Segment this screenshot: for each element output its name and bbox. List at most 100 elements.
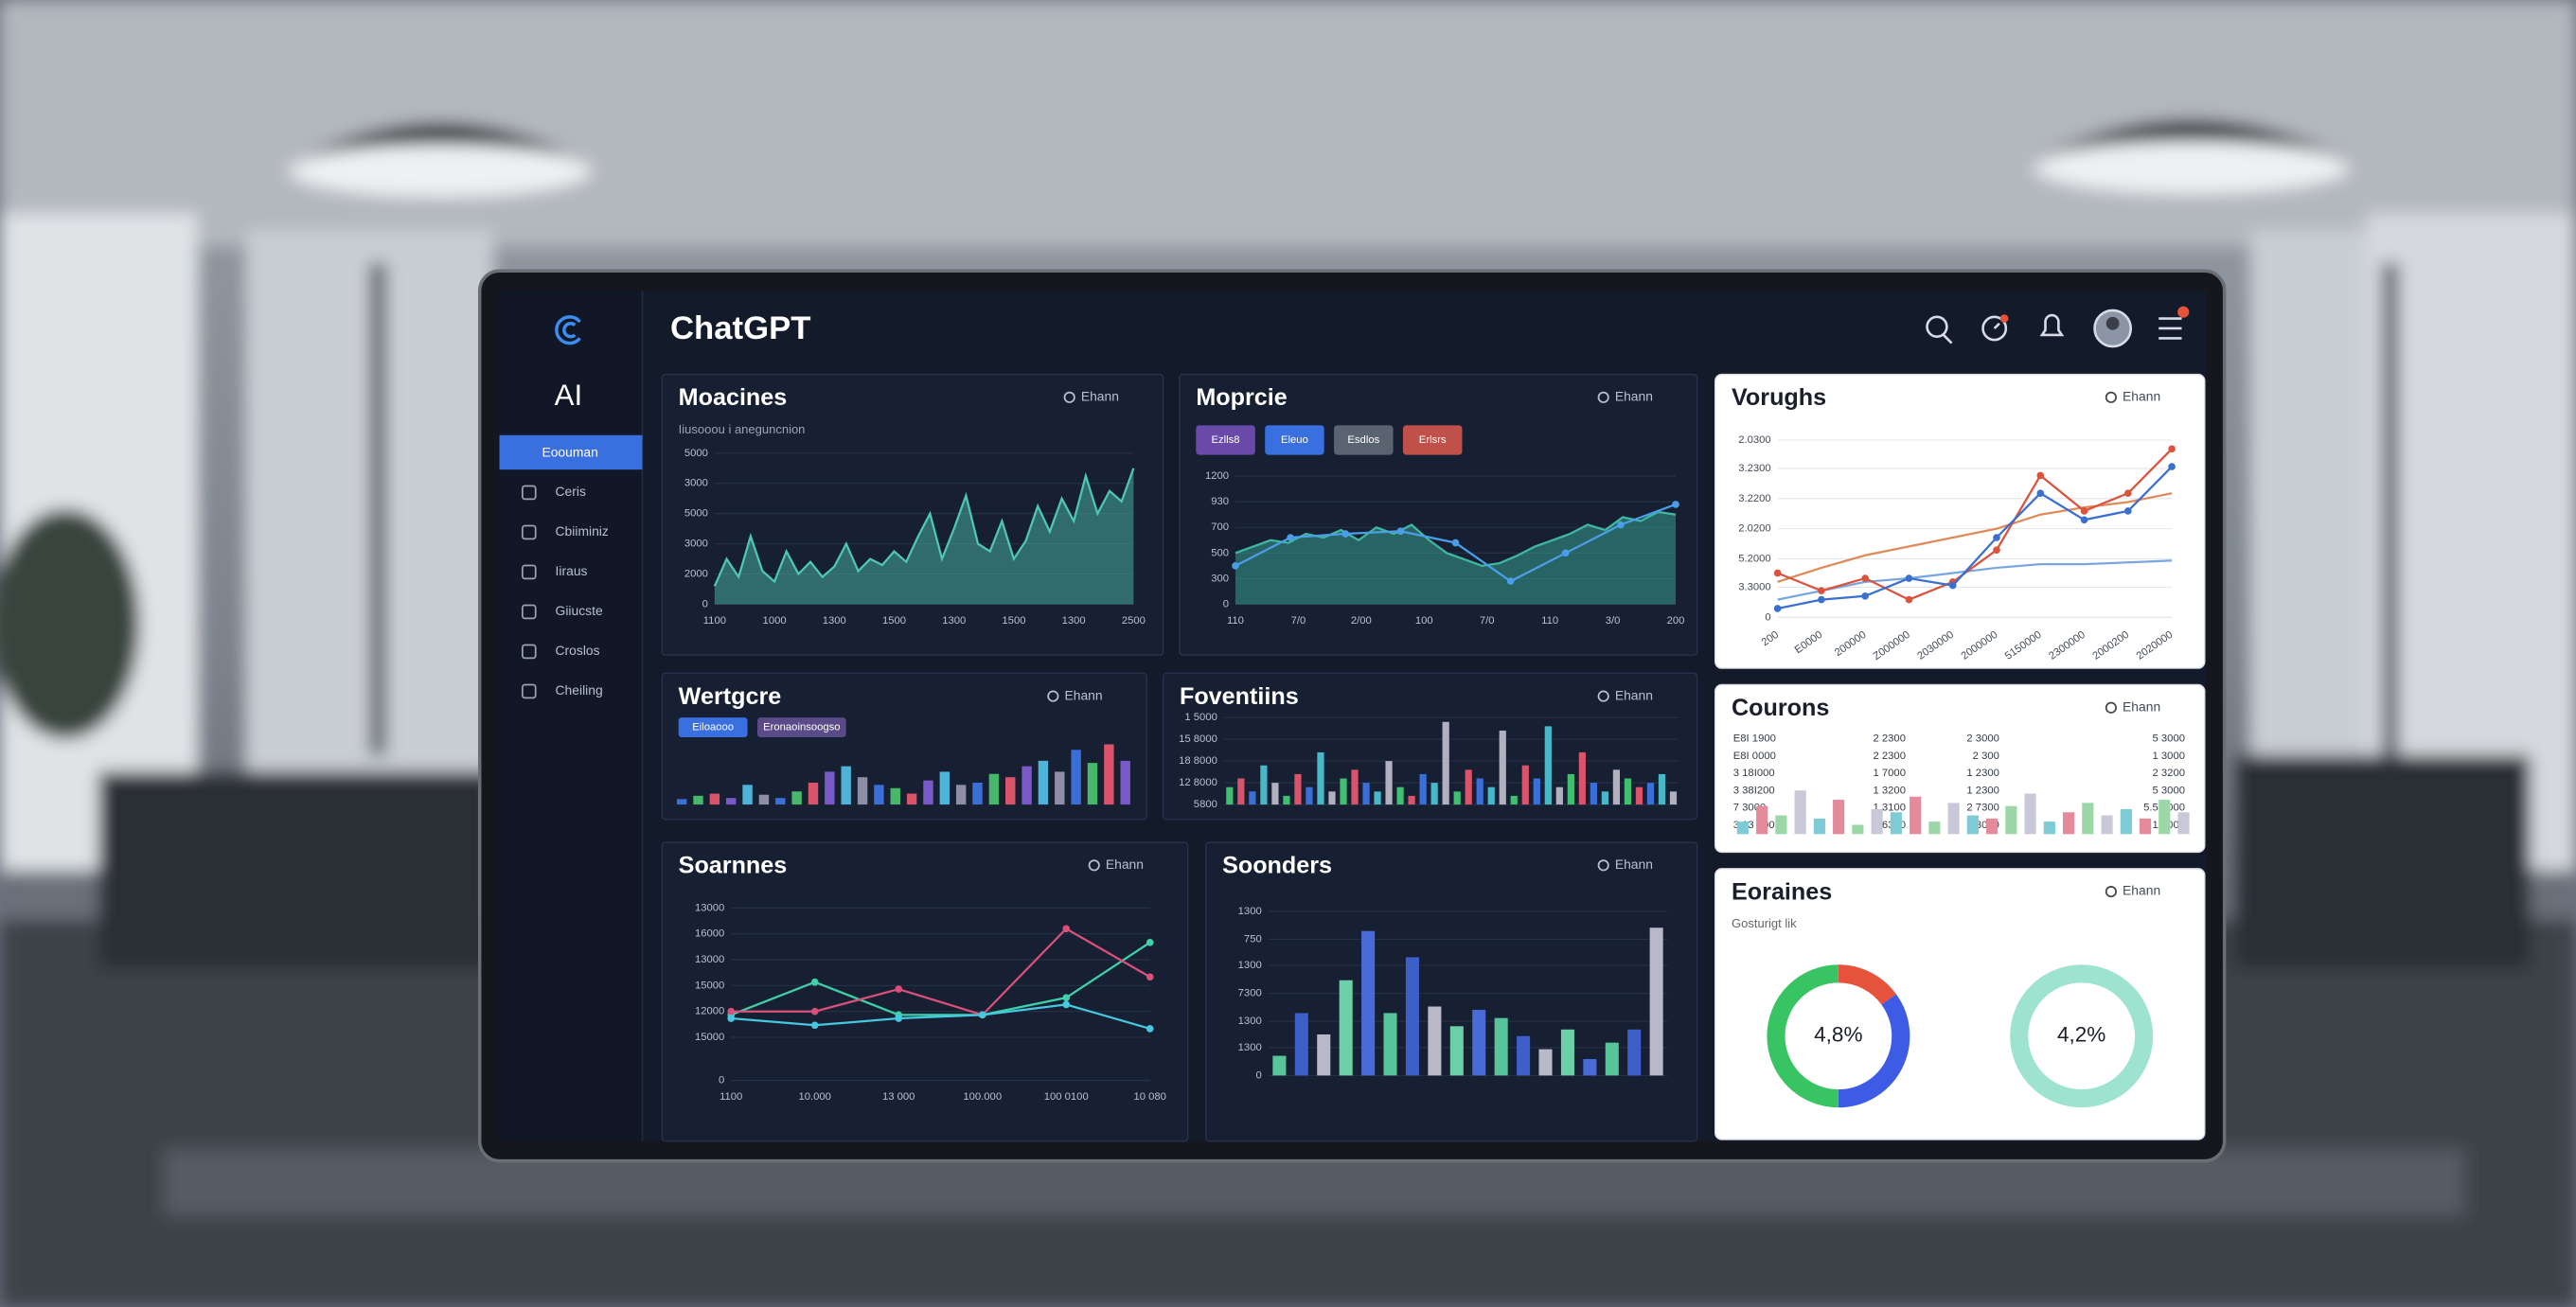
- panel: [1205, 841, 1698, 1142]
- chip[interactable]: [1265, 425, 1324, 455]
- y-tick-label: 5800: [1194, 799, 1217, 810]
- y-tick-label: 500: [1211, 547, 1229, 558]
- nav-item-active[interactable]: [499, 434, 643, 470]
- bar: [1736, 821, 1749, 835]
- panel-action[interactable]: Ehann: [2123, 698, 2160, 714]
- x-tick-label: 1100: [720, 1091, 742, 1103]
- x-tick-label: 10 080: [1133, 1091, 1165, 1103]
- bar: [1419, 773, 1427, 805]
- table-cell: E8I 0000: [1733, 751, 1776, 762]
- chip-label[interactable]: Ezlls8: [1212, 434, 1240, 446]
- bar: [1385, 761, 1393, 805]
- point: [1818, 595, 1825, 604]
- action-icon[interactable]: [2105, 701, 2117, 714]
- nav-label[interactable]: Croslos: [556, 643, 600, 658]
- bar: [1408, 795, 1415, 805]
- panel-title: Courons: [1732, 695, 1829, 721]
- bar: [1852, 824, 1864, 835]
- bar: [1362, 783, 1370, 805]
- x-tick-label: 7/0: [1291, 615, 1306, 627]
- bar: [1476, 778, 1483, 805]
- panel-action[interactable]: Ehann: [2123, 389, 2160, 404]
- nav-label[interactable]: Eoouman: [542, 445, 597, 460]
- action-icon[interactable]: [1063, 391, 1075, 403]
- bar: [857, 777, 868, 805]
- nav-label[interactable]: Cbiiminiz: [556, 523, 609, 539]
- bar: [1533, 778, 1540, 805]
- chip[interactable]: [756, 717, 846, 737]
- panel-title: Soarnnes: [679, 853, 788, 879]
- panel-title: Soonders: [1222, 853, 1332, 879]
- bar: [825, 771, 835, 805]
- bar: [1560, 1029, 1574, 1076]
- point: [1818, 587, 1825, 595]
- header-icons[interactable]: [1926, 313, 2182, 344]
- y-tick-label: 12000: [695, 1006, 724, 1017]
- chip-label[interactable]: Erlsrs: [1419, 434, 1447, 446]
- action-icon[interactable]: [2105, 391, 2117, 403]
- bar: [1005, 777, 1016, 805]
- area: [714, 468, 1134, 605]
- action-icon[interactable]: [1597, 690, 1609, 702]
- bar: [1627, 1029, 1642, 1076]
- panel-action[interactable]: Ehann: [1064, 687, 1102, 702]
- y-tick-label: 15000: [695, 980, 724, 991]
- nav-label[interactable]: Cheiling: [556, 682, 603, 698]
- bar: [1756, 805, 1768, 835]
- chip[interactable]: [1196, 425, 1255, 455]
- line: [1777, 466, 2173, 610]
- chip[interactable]: [678, 717, 748, 737]
- panel-action[interactable]: Ehann: [2123, 883, 2160, 898]
- bar: [1612, 769, 1621, 805]
- chip-label[interactable]: Esdlos: [1347, 434, 1379, 446]
- bar: [923, 780, 933, 805]
- point: [1062, 1000, 1071, 1009]
- chip-label[interactable]: Eiloaooo: [692, 722, 734, 733]
- bar: [1442, 721, 1449, 805]
- point: [2036, 489, 2045, 497]
- bar: [1465, 769, 1472, 805]
- bar: [1510, 795, 1518, 805]
- bar: [1306, 786, 1313, 805]
- sidebar: [497, 291, 643, 1141]
- panel-action[interactable]: Ehann: [1615, 687, 1653, 702]
- panel-action[interactable]: Ehann: [1615, 389, 1653, 404]
- bar: [1928, 821, 1941, 835]
- bar: [1317, 751, 1324, 805]
- panel-action[interactable]: Ehann: [1615, 857, 1653, 872]
- bar: [1405, 957, 1419, 1076]
- table-cell: 3 3000: [1966, 820, 1999, 831]
- bar: [1428, 1006, 1442, 1076]
- chip-label[interactable]: Eronaoinsoogso: [763, 722, 840, 733]
- nav-label[interactable]: Iiraus: [556, 563, 588, 578]
- bar: [1649, 927, 1663, 1076]
- action-icon[interactable]: [1088, 859, 1100, 872]
- panel-action[interactable]: Ehann: [1081, 389, 1119, 404]
- y-tick-label: 1300: [1238, 1042, 1262, 1053]
- chip-label[interactable]: Eleuo: [1281, 434, 1308, 446]
- x-tick-label: 2/00: [1351, 615, 1372, 627]
- action-icon[interactable]: [2105, 885, 2117, 898]
- action-icon[interactable]: [1597, 859, 1609, 872]
- nav-label[interactable]: Ceris: [556, 484, 586, 499]
- chip[interactable]: [1402, 425, 1463, 455]
- panel-subtitle: Gosturigt lik: [1732, 916, 1797, 930]
- bar: [1260, 765, 1268, 805]
- chip[interactable]: [1334, 425, 1394, 455]
- point: [1396, 527, 1405, 536]
- donut-segment: [1767, 964, 1839, 1108]
- bar: [742, 785, 753, 805]
- x-tick-label: 200: [1667, 615, 1685, 627]
- point: [1062, 925, 1071, 933]
- action-icon[interactable]: [1047, 690, 1059, 702]
- bar: [1430, 783, 1438, 805]
- app-title: ChatGPT: [670, 310, 810, 346]
- nav-label[interactable]: Giiucste: [556, 603, 603, 618]
- y-tick-label: 5000: [684, 448, 708, 459]
- panel-action[interactable]: Ehann: [1106, 857, 1144, 872]
- action-icon[interactable]: [1597, 391, 1609, 403]
- donut-label: 4,2%: [2057, 1023, 2105, 1047]
- bar: [1601, 791, 1609, 805]
- line: [1235, 510, 1677, 568]
- bar: [1590, 783, 1597, 805]
